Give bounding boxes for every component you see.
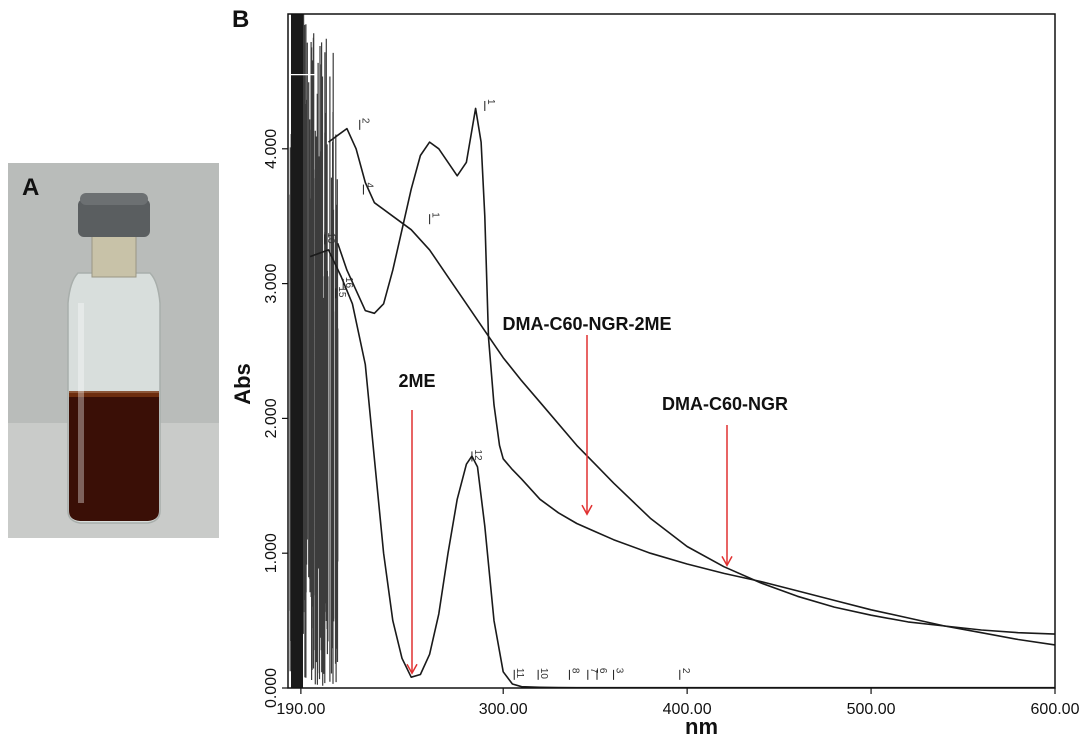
- x-tick-label: 190.00: [276, 701, 325, 718]
- peak-label: 10: [325, 232, 336, 244]
- peak-label: 12: [472, 449, 483, 461]
- annotation-label: 2ME: [398, 371, 435, 391]
- vial-liquid: [69, 393, 159, 521]
- plot-frame: [287, 13, 1056, 689]
- peak-label: 7: [588, 668, 599, 674]
- peak-label: 2: [360, 118, 371, 124]
- series-3-line: [328, 127, 1056, 635]
- peak-label: 11: [514, 668, 525, 679]
- peak-label: 8: [569, 668, 580, 674]
- noise-band: [291, 14, 303, 688]
- noise-region: [288, 14, 339, 688]
- vial-photo: [8, 163, 219, 538]
- glass-highlight: [78, 303, 84, 503]
- panel-a-label: A: [22, 174, 40, 201]
- peak-label: 6: [597, 668, 608, 674]
- y-tick-label: 1.000: [263, 533, 280, 573]
- x-axis-ticks: 190.00 300.00 400.00 500.00 600.00: [276, 688, 1080, 718]
- x-tick-label: 400.00: [663, 701, 712, 718]
- peak-label: 15: [336, 286, 347, 298]
- vial-neck: [91, 232, 137, 278]
- peak-label: 3: [614, 668, 625, 674]
- annotation-label: DMA-C60-NGR-2ME: [502, 314, 671, 334]
- x-tick-label: 300.00: [479, 701, 528, 718]
- liquid-meniscus: [69, 391, 159, 397]
- y-tick-label: 2.000: [263, 398, 280, 438]
- vial-stopper: [78, 199, 150, 237]
- y-tick-label: 4.000: [263, 129, 280, 169]
- peak-label: 2: [680, 668, 691, 674]
- y-tick-label: 0.000: [263, 668, 280, 708]
- annotation-arrowhead: [721, 556, 733, 567]
- peak-label: 16: [343, 277, 354, 289]
- x-tick-label: 600.00: [1031, 701, 1080, 718]
- peak-label: 1: [430, 212, 441, 218]
- annotation-label: DMA-C60-NGR: [662, 394, 788, 414]
- annotations: 2ME DMA-C60-NGR-2ME DMA-C60-NGR: [398, 314, 788, 675]
- peak-label: 1: [485, 99, 496, 105]
- series-1-line: [309, 249, 1055, 689]
- y-tick-label: 3.000: [263, 263, 280, 303]
- annotation-arrowhead: [406, 663, 418, 675]
- vial-stopper-top: [80, 193, 148, 205]
- y-axis-ticks: 0.000 1.000 2.000 3.000 4.000: [263, 129, 288, 708]
- panel-b-label: B: [232, 6, 250, 33]
- peak-label: 4: [363, 183, 374, 189]
- annotation-arrowhead: [581, 504, 593, 516]
- series-2-line: [336, 107, 1056, 646]
- peak-label: 10: [538, 668, 549, 680]
- y-axis-label: Abs: [230, 363, 255, 405]
- x-axis-label: nm: [685, 714, 718, 739]
- x-tick-label: 500.00: [847, 701, 896, 718]
